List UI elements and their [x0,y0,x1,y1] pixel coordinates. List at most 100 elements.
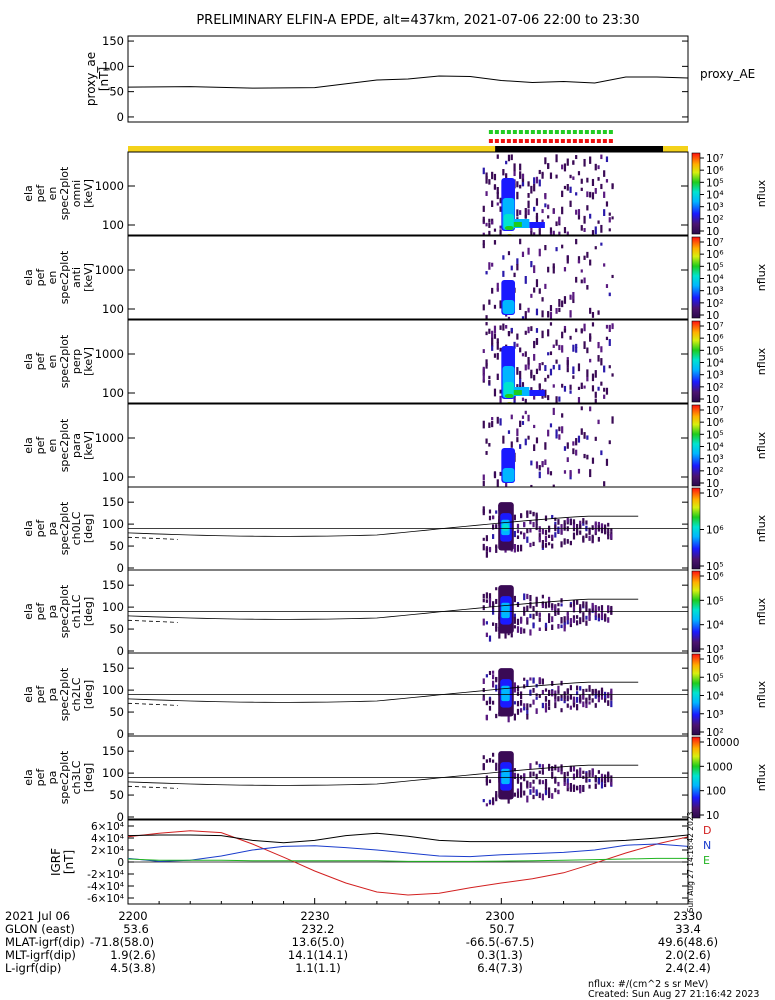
loss-cone-line [127,598,639,620]
spectrogram-bin [557,690,560,694]
spectrogram-bin [597,177,600,181]
spectrogram-bin [594,703,597,708]
y-axis-label-line: pef [34,352,47,371]
spectrogram-bin [538,288,541,294]
spectrogram-bin [516,437,519,443]
spectrogram-bin [572,161,575,165]
spectrogram-bin [541,528,544,535]
spectrogram-bin [588,697,591,701]
spectrogram-bin [495,794,498,802]
spectrogram-bin [485,191,488,196]
spectrogram-bin [529,510,532,515]
spectrogram-bin [547,266,550,273]
spectrogram-bin [560,624,563,629]
spectrogram-bin [485,700,488,706]
spectrogram-bin [549,368,553,376]
y-tick-label: 1000 [95,179,124,193]
spectrogram-bin [513,768,516,772]
y-axis-label-line: en [46,187,59,201]
date-row-value: 2200 [118,909,147,923]
spectrogram-bin [585,601,588,609]
spectrogram-bin [507,331,511,337]
colorbar [691,320,701,403]
igrf-legend-n: N [703,839,711,852]
loss-cone-line [127,681,639,703]
epd-marker [578,139,583,143]
spectrogram-bin [533,394,536,400]
spectrogram-bin [560,771,563,775]
epd-marker [530,139,535,143]
spectrogram-bin [526,795,529,803]
spectrogram-bin [549,312,553,319]
spectrogram-bin [529,789,532,795]
y-tick-label: 50 [109,788,124,802]
y-tick-label: 0 [117,810,124,824]
spectrogram-bin [600,242,603,246]
spectrogram-bin [589,336,592,342]
spectrogram-bin [600,154,603,160]
spectrogram-bin [519,238,522,245]
epd-marker [560,139,565,143]
colorbar-tick-label: 10⁶ [706,417,724,429]
spectrogram-bin [523,611,526,616]
spectrogram-bin [485,775,488,783]
spectrogram-bin [563,446,567,451]
proxy-ae-line [127,75,689,89]
spectrogram-bin [482,304,485,311]
spectrogram-bin [551,680,554,686]
spectrogram-bin [520,699,523,706]
colorbar-tick-label: 10⁵ [706,177,724,189]
spectrogram-bin [520,782,523,790]
glon-value: 33.4 [675,922,701,936]
mlt-value: 1.9(2.6) [110,948,156,962]
spectrogram-bin [551,793,554,799]
colorbar-tick-label: 10⁶ [706,249,724,261]
spectrogram-bin [563,227,567,234]
loss-cone-line [127,764,639,786]
sunlit-bar [128,146,496,152]
fgm-marker [548,130,553,134]
spectrogram-bin [554,697,557,702]
spectrogram-bin [585,697,588,704]
spectrogram-bin [563,185,567,190]
spectrogram-bin [583,323,586,332]
spectrogram-bin [541,764,544,771]
spectrogram-bin [524,438,527,446]
spectrogram-bin [566,255,569,264]
spectrogram-bin [555,247,558,252]
spectrogram-bin [516,428,519,437]
spectrogram-bin [575,438,578,446]
spectrogram-bin [551,514,554,519]
spectrogram-bin [527,209,530,216]
spectrogram-core [502,524,509,531]
spectrogram-bin [510,633,513,638]
spectrogram-bin [552,364,555,370]
spectrogram-bin [523,521,526,528]
spectrogram-bin [520,691,523,696]
spectrogram-bin [591,689,594,693]
fgm-marker [578,130,583,134]
spectrogram-bin [491,287,494,294]
spectrogram-bin [529,771,532,778]
spectrogram-bin [516,700,520,707]
spectrogram-bin [538,677,541,684]
mlat-value: -66.5(-67.5) [466,935,534,949]
spectrogram-bin [520,513,523,519]
colorbar [691,236,701,319]
spectrogram-bin [585,615,588,620]
spectrogram-bin [491,343,494,347]
spectrogram-bin [591,311,595,318]
spectrogram-bin [585,778,588,783]
y-tick-label: 50 [109,622,124,636]
spectrogram-bin [535,328,539,333]
spectrogram-bin [541,594,544,599]
spectrogram-bin [541,689,544,695]
spectrogram-bin [586,205,589,211]
spectrogram-bin [535,596,538,601]
spectrogram-bin [538,779,541,785]
spectrogram-bin [520,708,523,713]
spectrogram-bin [507,798,510,804]
spectrogram-bin [583,341,586,349]
spectrogram-bin [532,613,535,620]
spectrogram-bin [600,358,603,366]
